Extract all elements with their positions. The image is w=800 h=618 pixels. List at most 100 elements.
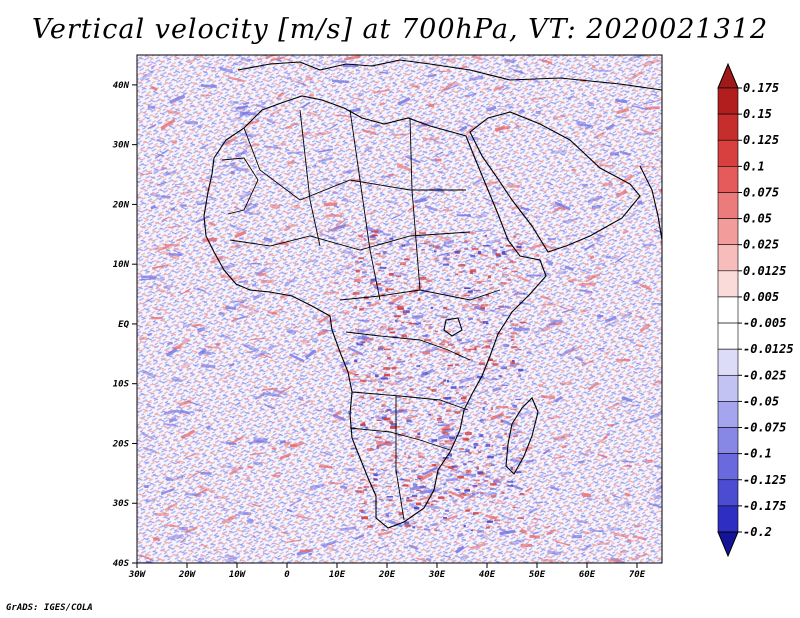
border-sahara-north [243,127,466,201]
field-streak [456,338,462,342]
field-streak [634,367,651,370]
field-streak [504,291,507,293]
field-streak [628,418,642,424]
field-streak [501,491,505,495]
field-streak [401,334,407,338]
field-streak [230,501,240,505]
field-streak [513,291,519,296]
field-streak [492,249,498,252]
field-streak [251,262,261,265]
field-streak [572,71,577,74]
field-streak [407,340,411,343]
field-streak [520,528,528,535]
y-tick-label: EQ [118,320,129,330]
field-streak [409,83,421,89]
field-streak [513,327,530,331]
field-streak [501,236,509,241]
field-streak [389,272,394,276]
field-streak [376,419,382,421]
field-streak [287,151,304,154]
field-streak [516,245,522,249]
field-streak [501,444,505,446]
field-streak [496,255,502,258]
field-streak [437,472,440,475]
x-tick-label: 20E [378,570,396,580]
field-streak [264,145,282,150]
field-streak [385,288,388,292]
field-streak [489,488,497,490]
field-streak [488,435,492,438]
field-streak [155,512,170,516]
field-streak [448,465,454,469]
field-streak [255,522,259,525]
field-streak [180,538,187,544]
field-streak [626,487,630,490]
field-streak [249,550,254,553]
field-streak [318,156,333,164]
field-streak [412,484,418,487]
field-streak [454,363,460,366]
field-streak [431,439,438,442]
field-streak [373,88,391,94]
field-streak [230,170,235,174]
field-streak [542,448,551,455]
field-streak [637,55,651,58]
field-streak [184,120,198,125]
field-streak [278,386,291,395]
field-streak [597,114,603,120]
field-streak [378,328,382,330]
field-streak [518,410,533,417]
colorbar-swatch [717,374,739,402]
field-streak [607,402,620,410]
field-streak [566,192,570,194]
field-streak [556,327,571,336]
field-streak [442,263,450,266]
field-streak [301,427,306,432]
field-streak [512,405,518,407]
field-streak [202,237,218,242]
field-streak [361,275,367,278]
field-streak [456,289,462,293]
field-streak [365,426,368,429]
field-streak [139,277,156,281]
field-streak [591,205,601,209]
field-streak [139,554,154,562]
field-streak [352,437,358,440]
field-streak [498,305,505,308]
field-streak [402,398,407,400]
field-streak [473,479,480,482]
field-streak [389,241,393,245]
field-streak [147,105,156,110]
field-streak [403,282,408,285]
field-streak [203,312,208,316]
field-streak [445,458,454,463]
field-streak [633,523,641,529]
field-streak [187,55,203,64]
field-streak [242,530,250,533]
field-streak [546,321,556,328]
field-streak [232,114,244,123]
field-streak [582,183,588,187]
field-streak [416,285,421,288]
field-streak [426,95,432,99]
field-streak [200,543,208,547]
field-streak [486,526,491,529]
x-tick-label: 10E [329,570,346,580]
x-tick-label: 20W [178,570,197,580]
field-streak [454,352,460,355]
field-streak [445,151,453,157]
field-streak [405,402,411,404]
field-streak [601,143,612,148]
field-streak [311,164,317,168]
field-streak [380,529,386,531]
field-streak [318,314,331,324]
field-streak [459,494,467,496]
field-streak [417,432,421,436]
field-streak [429,413,434,417]
field-streak [576,520,588,524]
field-streak [378,269,381,272]
field-streak [489,284,492,286]
field-streak [505,256,509,258]
field-streak [510,361,515,365]
